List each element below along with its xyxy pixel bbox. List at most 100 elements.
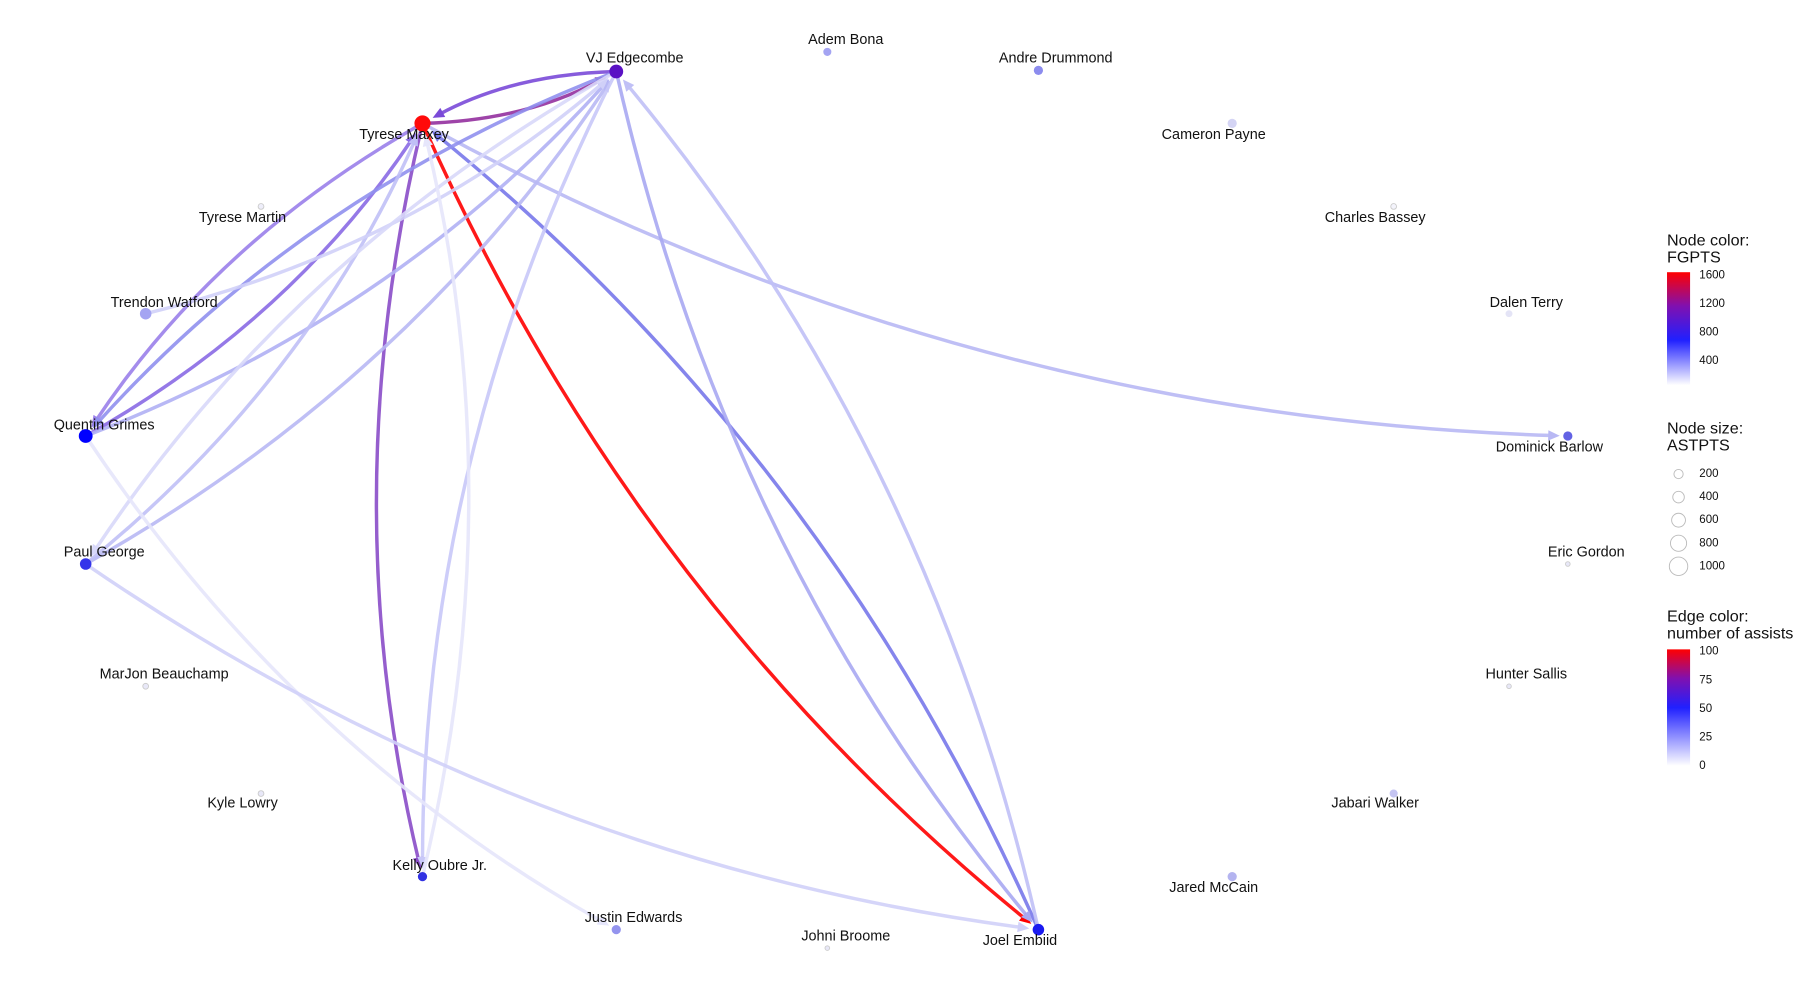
- edge: [431, 130, 1040, 931]
- legend-title: number of assists: [1667, 625, 1793, 643]
- edge-line: [420, 122, 1027, 921]
- edge: [84, 133, 418, 566]
- edge-line: [84, 435, 605, 924]
- node: [1563, 431, 1573, 441]
- edge-line: [84, 84, 609, 566]
- node: [1565, 561, 1571, 567]
- edge-line: [95, 69, 617, 425]
- node-label: Joel Embiid: [983, 933, 1057, 949]
- edge-line: [84, 139, 417, 566]
- node: [142, 682, 150, 690]
- legend-title: Node color:: [1667, 231, 1749, 249]
- edge-arrow: [1021, 910, 1033, 923]
- legend-title: ASTPTS: [1667, 437, 1730, 455]
- node: [78, 429, 93, 443]
- node-label: VJ Edgecombe: [586, 51, 684, 67]
- edge-line: [420, 140, 471, 877]
- node: [1227, 871, 1237, 882]
- node-label: Hunter Sallis: [1485, 667, 1567, 683]
- edge-line: [625, 83, 1041, 931]
- size-key: [1670, 534, 1688, 552]
- edge-arrow: [596, 915, 610, 926]
- edge: [432, 69, 617, 118]
- size-key: [1668, 556, 1689, 577]
- legend-tick-label: 1600: [1699, 270, 1725, 282]
- legend-tick-label: 50: [1699, 703, 1712, 715]
- edge: [374, 123, 425, 869]
- legend-tick-label: 200: [1699, 468, 1718, 480]
- node: [1506, 683, 1512, 690]
- legend-tick-label: 1000: [1699, 560, 1725, 572]
- node: [257, 790, 265, 797]
- edge: [84, 80, 611, 566]
- node-label: Quentin Grimes: [54, 417, 155, 433]
- node: [1033, 65, 1044, 75]
- node: [1390, 203, 1398, 210]
- edge-line: [435, 133, 1040, 931]
- legend-tick-label: 800: [1699, 327, 1718, 339]
- legend-tick-label: 600: [1699, 514, 1718, 526]
- node-label: Trendon Watford: [111, 295, 218, 311]
- edge-arrow: [408, 133, 418, 147]
- legend-tick-label: 400: [1699, 491, 1718, 503]
- legend: Node color: FGPTS Node size: ASTPTS Edge…: [1667, 231, 1793, 772]
- node: [417, 871, 428, 882]
- edge: [92, 69, 617, 429]
- edge-line: [84, 137, 414, 438]
- legend-title: Edge color:: [1667, 607, 1749, 625]
- edge-arrow: [422, 134, 433, 148]
- color-bar: [1667, 272, 1691, 386]
- node-label: Kelly Oubre Jr.: [393, 858, 487, 874]
- node: [823, 47, 832, 56]
- legend-tick-label: 25: [1699, 731, 1712, 743]
- edge-arrow: [622, 79, 635, 92]
- edge-line: [374, 123, 425, 863]
- node-label: Johni Broome: [801, 928, 890, 944]
- node-label: Adem Bona: [808, 32, 884, 48]
- edge: [90, 70, 618, 557]
- edge-line: [84, 562, 1023, 930]
- edge-line: [420, 70, 618, 862]
- node: [79, 558, 92, 570]
- node-label: Cameron Payne: [1162, 127, 1266, 143]
- edge: [614, 71, 1033, 923]
- node: [257, 203, 265, 210]
- legend-tick-label: 75: [1699, 674, 1712, 686]
- node-label: Eric Gordon: [1548, 544, 1625, 560]
- edge-arrow: [92, 416, 105, 429]
- size-key: [1673, 468, 1684, 480]
- node: [824, 945, 831, 951]
- node-label: Andre Drummond: [999, 51, 1113, 67]
- node: [414, 115, 431, 132]
- edge: [84, 562, 1030, 933]
- node-label: Charles Bassey: [1325, 210, 1427, 226]
- edge-line: [93, 121, 424, 423]
- edge: [421, 121, 1560, 441]
- legend-tick-label: 100: [1699, 646, 1718, 658]
- legend-tick-label: 400: [1699, 355, 1718, 367]
- edge-arrow: [1017, 921, 1030, 933]
- size-key: [1672, 490, 1685, 504]
- node: [1032, 923, 1045, 936]
- node: [1389, 789, 1398, 798]
- edge-line: [421, 121, 1553, 438]
- edge-arrow: [1548, 430, 1560, 441]
- node: [139, 307, 152, 320]
- node-label: Kyle Lowry: [207, 796, 278, 812]
- node: [1227, 118, 1237, 129]
- edge: [622, 79, 1041, 931]
- node-label: Jabari Walker: [1331, 796, 1419, 812]
- legend-tick-label: 0: [1699, 760, 1705, 772]
- node-label: Dominick Barlow: [1496, 439, 1604, 455]
- node-label: MarJon Beauchamp: [100, 667, 229, 683]
- edge: [84, 435, 610, 926]
- legend-title: FGPTS: [1667, 249, 1721, 267]
- edge-line: [93, 70, 618, 552]
- edge-arrow: [432, 107, 446, 118]
- legend-tick-label: 800: [1699, 537, 1718, 549]
- node: [1505, 310, 1513, 318]
- node: [611, 925, 621, 935]
- size-key: [1671, 512, 1686, 528]
- edge-line: [437, 69, 617, 117]
